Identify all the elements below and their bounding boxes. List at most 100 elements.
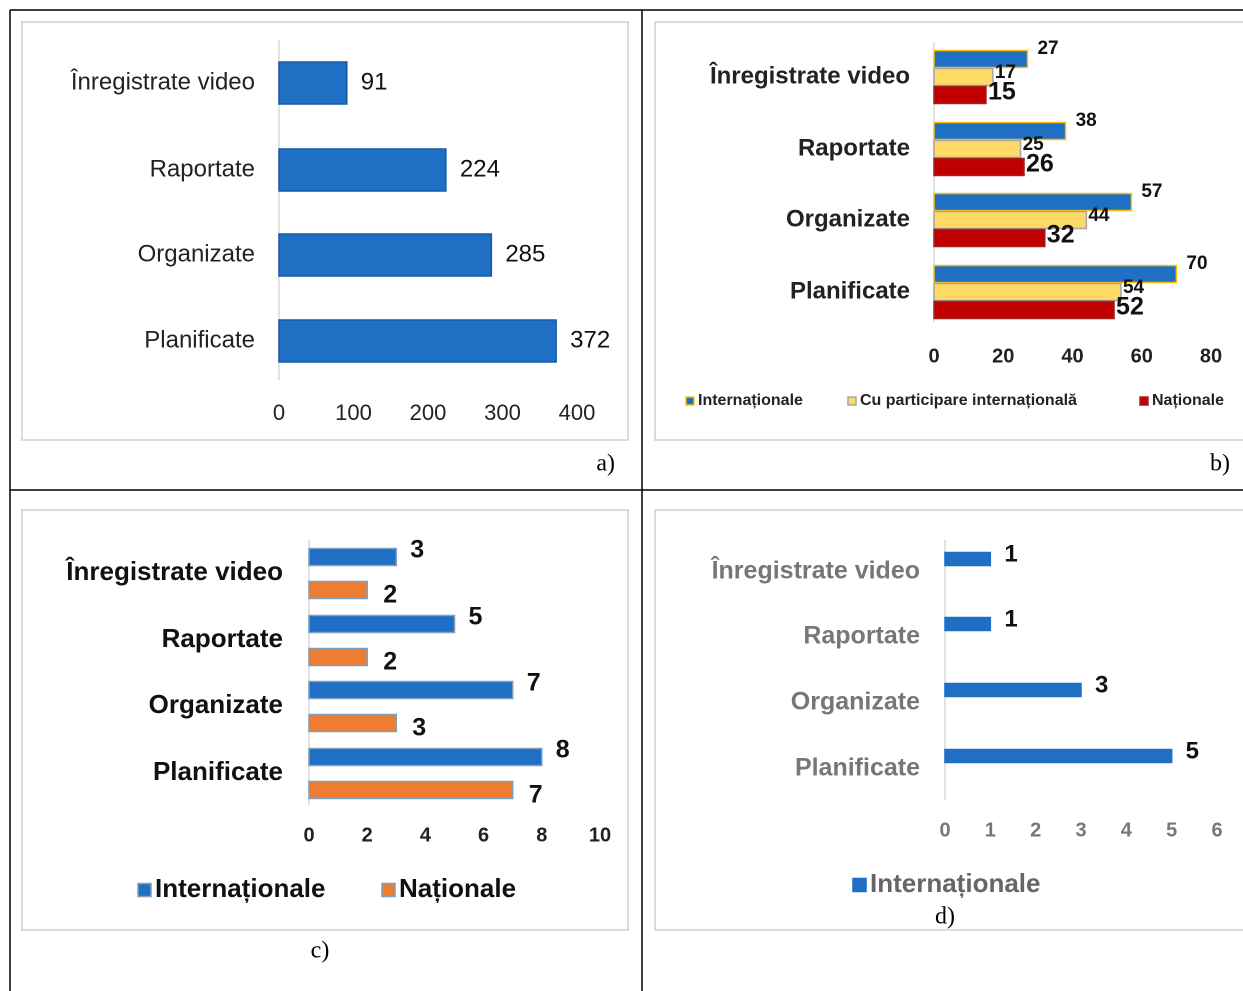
bar [944,551,992,567]
bar [933,49,1029,69]
data-label: 38 [1076,110,1097,131]
panel-label: b) [1210,451,1230,477]
x-tick-label: 200 [410,400,447,425]
data-label: 1 [1004,605,1017,632]
data-label: 26 [1026,150,1054,178]
table-borders [9,9,1243,991]
data-label: 57 [1141,181,1162,202]
legend-swatch [847,396,857,406]
bar [278,148,447,192]
panel-label: d) [935,904,955,930]
bar [933,228,1046,248]
bar [933,192,1133,212]
x-tick-label: 2 [1030,819,1041,841]
legend-label: Internaționale [698,392,803,409]
bar [933,121,1067,141]
data-label: 3 [410,536,424,564]
x-tick-label: 4 [420,824,432,846]
bar [944,616,992,632]
x-tick-label: 0 [928,345,939,367]
bar [933,210,1088,230]
data-label: 5 [1186,737,1199,764]
category-label: Înregistrate video [709,61,910,89]
x-tick-label: 60 [1131,345,1153,367]
x-tick-label: 0 [303,824,314,846]
category-label: Planificate [790,277,910,304]
data-label: 2 [383,581,397,609]
legend-swatch [1139,396,1149,406]
legend-label: Internaționale [155,873,325,903]
category-label: Înregistrate video [710,555,920,585]
x-tick-label: 10 [589,824,611,846]
data-label: 7 [529,781,543,809]
chart-frame [21,509,629,931]
data-label: 7 [527,669,541,697]
x-tick-label: 3 [1075,819,1086,841]
data-label: 44 [1088,205,1110,226]
x-tick-label: 8 [536,824,547,846]
category-label: Raportate [150,155,255,182]
panel-label: a) [596,451,615,477]
x-tick-label: 1 [985,819,996,841]
data-label: 32 [1047,221,1075,249]
category-label: Organizate [138,240,255,267]
bar [933,282,1122,302]
x-tick-label: 6 [478,824,489,846]
data-label: 27 [1037,38,1058,59]
bar [308,580,368,600]
bar [944,682,1082,698]
data-label: 285 [505,240,545,267]
bar [933,300,1115,320]
category-label: Înregistrate video [64,556,283,586]
data-label: 54 [1123,277,1145,298]
x-tick-label: 80 [1200,345,1222,367]
category-label: Raportate [803,622,920,650]
x-tick-label: 100 [335,400,372,425]
data-label: 2 [383,648,397,676]
x-tick-label: 5 [1166,819,1177,841]
legend-label: Cu participare internațională [860,392,1077,409]
x-tick-label: 6 [1211,819,1222,841]
category-label: Raportate [162,623,283,653]
category-label: Înregistrate video [70,68,255,95]
bar [933,264,1178,284]
legend-label: Naționale [1152,392,1224,409]
x-tick-label: 4 [1121,819,1133,841]
panel-label: c) [311,938,330,964]
bar [308,614,456,634]
bar [933,85,987,105]
bar [278,319,557,363]
bar [308,713,398,733]
bar [308,680,514,700]
x-tick-label: 400 [559,400,596,425]
bar [308,747,543,767]
data-label: 3 [412,714,426,742]
bar [944,748,1173,764]
chart-frame [21,21,629,441]
category-label: Organizate [149,689,283,719]
bar [308,780,514,800]
category-label: Organizate [786,205,910,232]
category-label: Planificate [795,754,920,782]
bar [933,157,1025,177]
data-label: 91 [361,68,388,95]
data-label: 25 [1023,134,1045,155]
bar [278,233,493,277]
data-label: 8 [556,736,570,764]
legend-label: Internaționale [870,868,1040,898]
category-label: Organizate [791,688,920,716]
category-label: Planificate [153,756,283,786]
x-tick-label: 0 [273,400,285,425]
legend-swatch [137,882,152,898]
data-label: 372 [570,326,610,353]
legend-label: Naționale [399,873,516,903]
data-label: 3 [1095,671,1108,698]
x-tick-label: 2 [362,824,373,846]
data-label: 1 [1004,540,1017,567]
bar [933,67,994,87]
x-tick-label: 20 [992,345,1014,367]
data-label: 17 [995,62,1016,83]
x-tick-label: 300 [484,400,521,425]
legend-swatch [685,396,695,406]
